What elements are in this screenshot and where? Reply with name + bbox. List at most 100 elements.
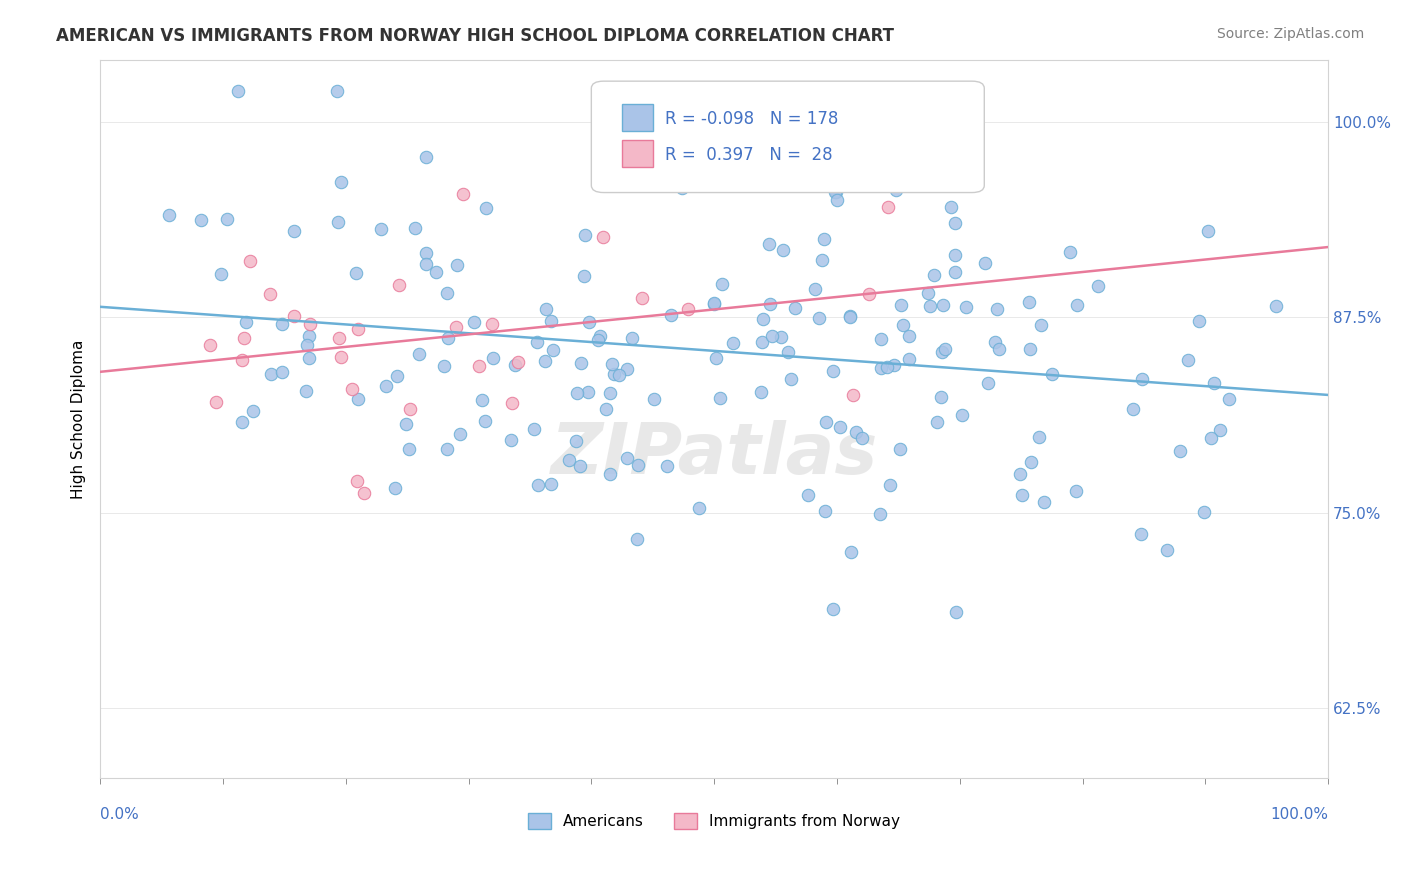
Point bbox=[1177, 353, 1199, 368]
Point bbox=[721, 335, 744, 350]
Point bbox=[576, 384, 599, 399]
Point bbox=[941, 200, 963, 214]
Text: AMERICAN VS IMMIGRANTS FROM NORWAY HIGH SCHOOL DIPLOMA CORRELATION CHART: AMERICAN VS IMMIGRANTS FROM NORWAY HIGH … bbox=[56, 27, 894, 45]
Point bbox=[955, 301, 977, 315]
Point bbox=[688, 500, 710, 515]
Point bbox=[824, 185, 846, 199]
Point bbox=[415, 246, 437, 260]
Point bbox=[706, 351, 728, 365]
Point bbox=[226, 84, 249, 98]
Point bbox=[643, 392, 665, 406]
Point bbox=[388, 278, 411, 293]
Point bbox=[295, 384, 318, 398]
Point bbox=[945, 606, 967, 620]
Point bbox=[599, 467, 621, 481]
Point bbox=[527, 477, 550, 491]
Point bbox=[1199, 430, 1222, 444]
Point bbox=[385, 369, 408, 384]
Point bbox=[404, 221, 426, 235]
Point bbox=[1018, 342, 1040, 356]
Point bbox=[869, 361, 891, 376]
Point bbox=[749, 384, 772, 399]
Point bbox=[346, 474, 368, 488]
Point bbox=[599, 385, 621, 400]
Point bbox=[198, 338, 221, 352]
Point bbox=[988, 343, 1011, 357]
Point bbox=[344, 266, 367, 280]
Point bbox=[1197, 224, 1219, 238]
Point bbox=[607, 368, 630, 382]
Point bbox=[839, 544, 862, 558]
Point bbox=[620, 331, 643, 345]
Point bbox=[973, 256, 995, 270]
Point bbox=[811, 253, 834, 268]
Point bbox=[869, 508, 891, 522]
Point bbox=[655, 458, 678, 473]
Point bbox=[481, 317, 503, 331]
Legend: Americans, Immigrants from Norway: Americans, Immigrants from Norway bbox=[522, 807, 907, 835]
Point bbox=[839, 309, 862, 323]
Point bbox=[231, 415, 253, 429]
Point bbox=[568, 459, 591, 474]
Point bbox=[603, 367, 626, 381]
Point bbox=[758, 237, 780, 252]
Point bbox=[523, 422, 546, 436]
Point bbox=[1011, 488, 1033, 502]
Point bbox=[759, 296, 782, 310]
Point bbox=[821, 602, 844, 616]
Point bbox=[769, 330, 792, 344]
Point bbox=[1156, 543, 1178, 558]
Point bbox=[752, 312, 775, 326]
Point bbox=[298, 317, 321, 331]
Point bbox=[950, 409, 973, 423]
Point bbox=[785, 301, 807, 315]
Point bbox=[891, 318, 914, 332]
Point bbox=[375, 379, 398, 393]
Point bbox=[298, 329, 321, 343]
Point bbox=[1032, 494, 1054, 508]
Point bbox=[1008, 467, 1031, 481]
Point bbox=[709, 391, 731, 405]
Point bbox=[370, 222, 392, 236]
Point bbox=[751, 334, 773, 349]
Point bbox=[157, 208, 180, 222]
Point bbox=[858, 287, 880, 301]
Point bbox=[471, 392, 494, 407]
Point bbox=[659, 308, 682, 322]
Point bbox=[897, 328, 920, 343]
Point bbox=[986, 301, 1008, 316]
Point bbox=[778, 345, 800, 359]
Point bbox=[231, 352, 253, 367]
Point bbox=[446, 258, 468, 272]
Point bbox=[703, 295, 725, 310]
Point bbox=[415, 257, 437, 271]
Point bbox=[804, 282, 827, 296]
Point bbox=[209, 267, 232, 281]
Point bbox=[557, 453, 579, 467]
Point bbox=[797, 488, 820, 502]
Text: 100.0%: 100.0% bbox=[1270, 807, 1329, 822]
Point bbox=[943, 265, 966, 279]
Point bbox=[710, 277, 733, 291]
Point bbox=[943, 248, 966, 262]
Point bbox=[877, 200, 900, 214]
Point bbox=[271, 365, 294, 379]
Point bbox=[298, 351, 321, 365]
Point bbox=[1042, 367, 1064, 381]
Point bbox=[540, 477, 562, 491]
Point bbox=[451, 186, 474, 201]
Point bbox=[425, 265, 447, 279]
Point bbox=[1122, 402, 1144, 417]
Point bbox=[945, 216, 967, 230]
Point bbox=[1218, 392, 1240, 406]
Point bbox=[541, 343, 564, 358]
Point bbox=[569, 356, 592, 370]
Point bbox=[270, 318, 292, 332]
Point bbox=[444, 320, 467, 334]
Point bbox=[565, 434, 588, 449]
Point bbox=[932, 298, 955, 312]
Point bbox=[929, 390, 952, 404]
Point bbox=[239, 254, 262, 268]
Point bbox=[1129, 527, 1152, 541]
Point bbox=[501, 433, 523, 447]
